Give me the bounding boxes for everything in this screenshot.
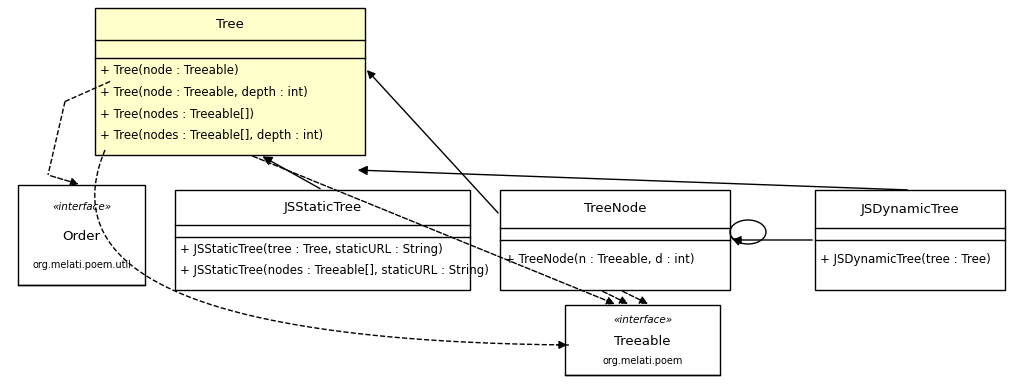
- Bar: [95, 8, 364, 155]
- Text: + Tree(node : Treeable, depth : int): + Tree(node : Treeable, depth : int): [100, 86, 307, 99]
- Text: + Tree(node : Treeable): + Tree(node : Treeable): [100, 65, 239, 78]
- Bar: [175, 190, 470, 290]
- Text: Treeable: Treeable: [615, 335, 671, 348]
- Text: «interface»: «interface»: [613, 315, 672, 325]
- Bar: [565, 305, 720, 375]
- Text: + Tree(nodes : Treeable[], depth : int): + Tree(nodes : Treeable[], depth : int): [100, 129, 323, 142]
- Text: JSDynamicTree: JSDynamicTree: [861, 202, 960, 215]
- Text: Tree: Tree: [216, 18, 244, 31]
- Bar: [815, 190, 1005, 290]
- Text: + JSStaticTree(tree : Tree, staticURL : String): + JSStaticTree(tree : Tree, staticURL : …: [180, 243, 443, 256]
- Text: org.melati.poem: org.melati.poem: [602, 356, 683, 366]
- Text: JSStaticTree: JSStaticTree: [284, 201, 361, 214]
- Text: + JSDynamicTree(tree : Tree): + JSDynamicTree(tree : Tree): [820, 253, 990, 266]
- Text: «interface»: «interface»: [52, 202, 111, 212]
- Text: + TreeNode(n : Treeable, d : int): + TreeNode(n : Treeable, d : int): [505, 253, 694, 266]
- Bar: [18, 185, 145, 285]
- Bar: [500, 190, 730, 290]
- Text: org.melati.poem.util: org.melati.poem.util: [32, 260, 131, 270]
- Text: + Tree(nodes : Treeable[]): + Tree(nodes : Treeable[]): [100, 108, 254, 121]
- Text: + JSStaticTree(nodes : Treeable[], staticURL : String): + JSStaticTree(nodes : Treeable[], stati…: [180, 265, 489, 277]
- Text: TreeNode: TreeNode: [584, 202, 646, 215]
- Text: Order: Order: [62, 230, 100, 243]
